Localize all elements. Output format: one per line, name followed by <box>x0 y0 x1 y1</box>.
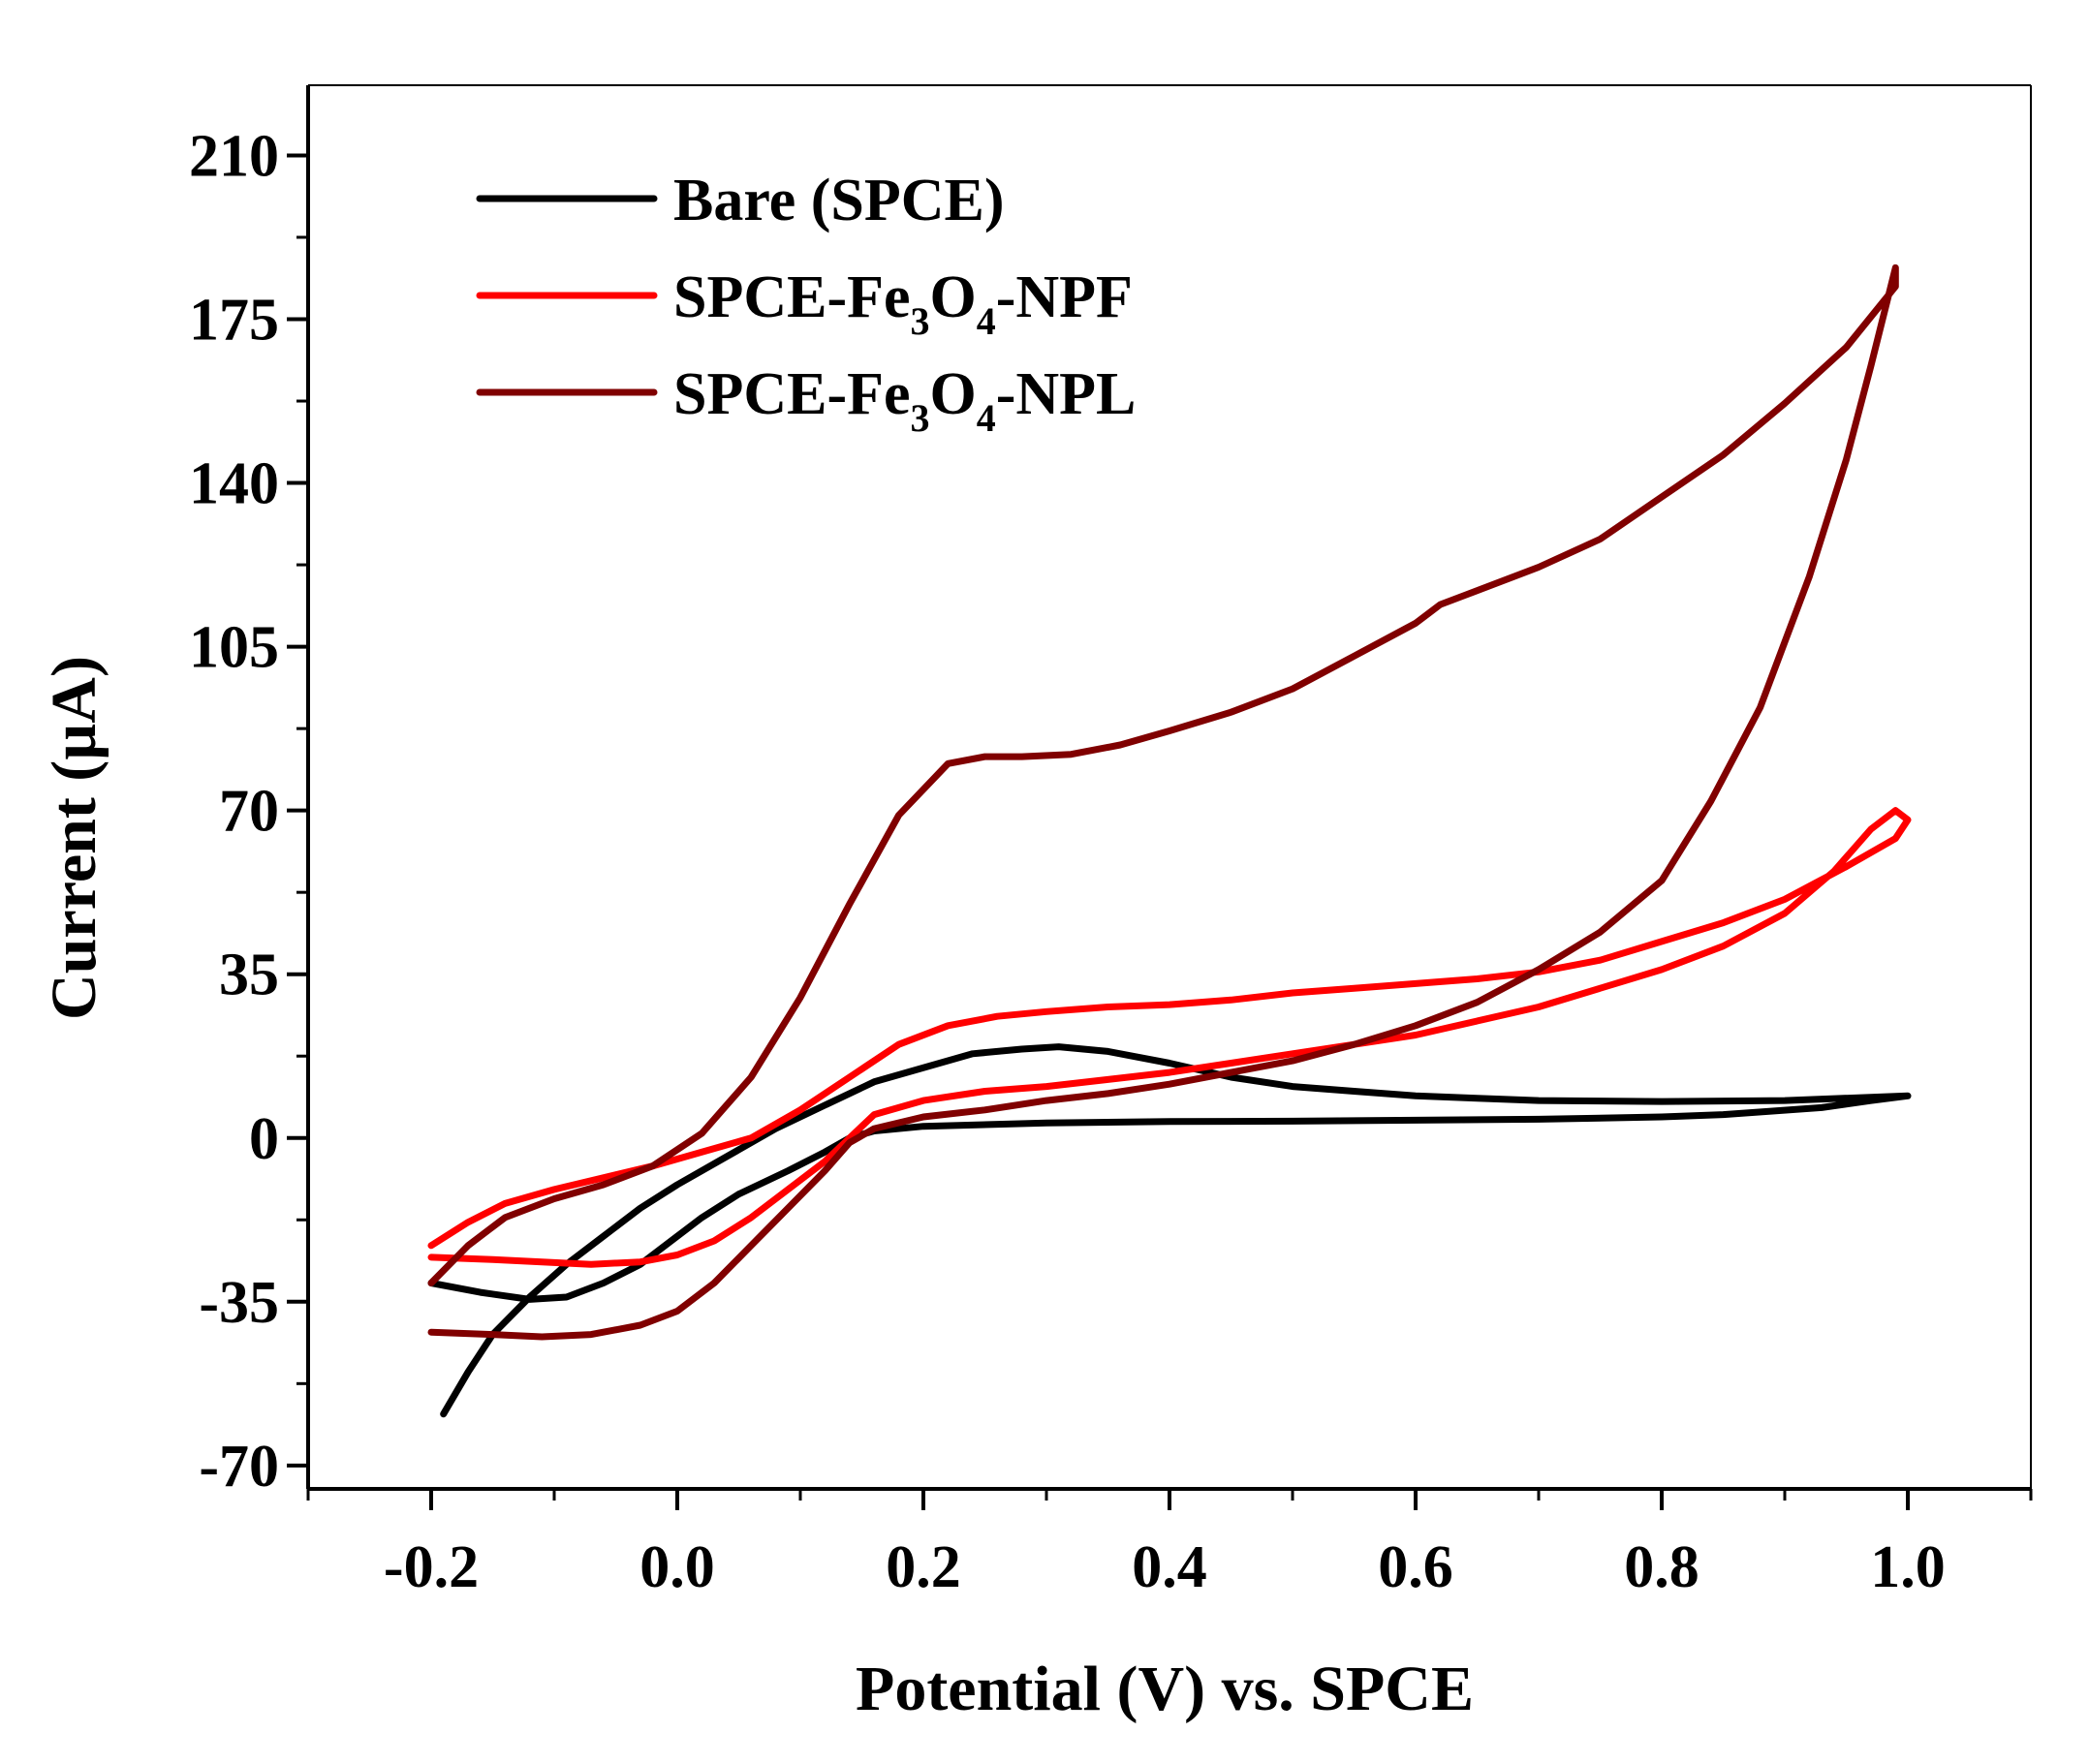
series-line-spce-fe3o4-npf <box>427 807 1912 1268</box>
y-tick-label: 210 <box>189 123 279 189</box>
y-tick-label: 0 <box>249 1106 279 1172</box>
legend: Bare (SPCE) SPCE-Fe3O4-NPF SPCE-Fe3O4-NPL <box>476 168 1136 440</box>
y-tick-label: 105 <box>189 615 279 681</box>
x-tick-label: 0.8 <box>1624 1534 1699 1600</box>
y-axis-title: Current (µA) <box>39 656 109 1020</box>
legend-label: Bare (SPCE) <box>673 168 1005 233</box>
y-tick-label: -70 <box>199 1434 279 1500</box>
y-tick-label: -35 <box>199 1270 279 1336</box>
axis-ticks: -70 -35 0 35 70 105 140 175 210 -0.2 0.0 0.2 0.4 0.6 0… <box>189 123 2033 1600</box>
x-tick-label: 0.6 <box>1378 1534 1453 1600</box>
legend-label: SPCE-Fe3O4-NPF <box>673 264 1133 343</box>
series-line-spce-fe3o4-npl <box>427 263 1899 1341</box>
x-tick-label: 0.2 <box>886 1534 961 1600</box>
y-tick-label: 175 <box>189 288 279 354</box>
y-tick-label: 35 <box>219 943 279 1008</box>
y-tick-label: 140 <box>189 451 279 517</box>
series-line-bare-spce- <box>427 1043 1912 1418</box>
x-tick-label: 0.0 <box>639 1534 715 1600</box>
x-tick-label: -0.2 <box>384 1534 479 1600</box>
legend-label: SPCE-Fe3O4-NPL <box>673 361 1136 440</box>
y-tick-label: 70 <box>219 779 279 845</box>
series-lines <box>427 263 1912 1418</box>
x-tick-label: 0.4 <box>1132 1534 1207 1600</box>
x-axis-title: Potential (V) vs. SPCE <box>856 1654 1474 1724</box>
x-tick-label: 1.0 <box>1870 1534 1946 1600</box>
